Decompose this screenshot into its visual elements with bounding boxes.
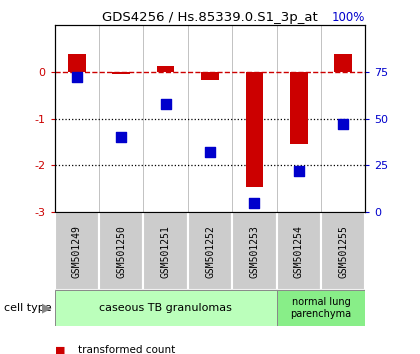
- Bar: [99, 212, 143, 290]
- Bar: [277, 290, 365, 326]
- Bar: [55, 212, 99, 290]
- Text: GSM501251: GSM501251: [160, 225, 171, 278]
- Text: GSM501254: GSM501254: [294, 225, 304, 278]
- Text: transformed count: transformed count: [78, 346, 175, 354]
- Text: ■: ■: [55, 346, 65, 354]
- Bar: [290, 72, 308, 144]
- Bar: [277, 212, 321, 290]
- Text: 100%: 100%: [332, 11, 365, 24]
- Text: GSM501253: GSM501253: [249, 225, 260, 278]
- Point: [295, 168, 302, 174]
- Point: [251, 200, 258, 206]
- Text: normal lung
parenchyma: normal lung parenchyma: [291, 297, 352, 319]
- Point: [162, 101, 169, 107]
- Point: [340, 121, 346, 127]
- Bar: [55, 290, 277, 326]
- Bar: [157, 66, 174, 72]
- Point: [118, 135, 125, 140]
- Text: caseous TB granulomas: caseous TB granulomas: [99, 303, 232, 313]
- Text: GSM501252: GSM501252: [205, 225, 215, 278]
- Bar: [188, 212, 232, 290]
- Text: ▶: ▶: [42, 302, 52, 314]
- Text: GSM501249: GSM501249: [72, 225, 82, 278]
- Bar: [201, 72, 219, 80]
- Text: GSM501255: GSM501255: [338, 225, 348, 278]
- Bar: [321, 212, 365, 290]
- Point: [74, 74, 80, 80]
- Point: [207, 149, 213, 155]
- Bar: [143, 212, 188, 290]
- Bar: [112, 72, 130, 74]
- Bar: [232, 212, 277, 290]
- Bar: [68, 54, 86, 72]
- Text: GSM501250: GSM501250: [116, 225, 126, 278]
- Bar: [246, 72, 263, 187]
- Title: GDS4256 / Hs.85339.0.S1_3p_at: GDS4256 / Hs.85339.0.S1_3p_at: [102, 11, 318, 24]
- Text: cell type: cell type: [4, 303, 52, 313]
- Bar: [334, 54, 352, 72]
